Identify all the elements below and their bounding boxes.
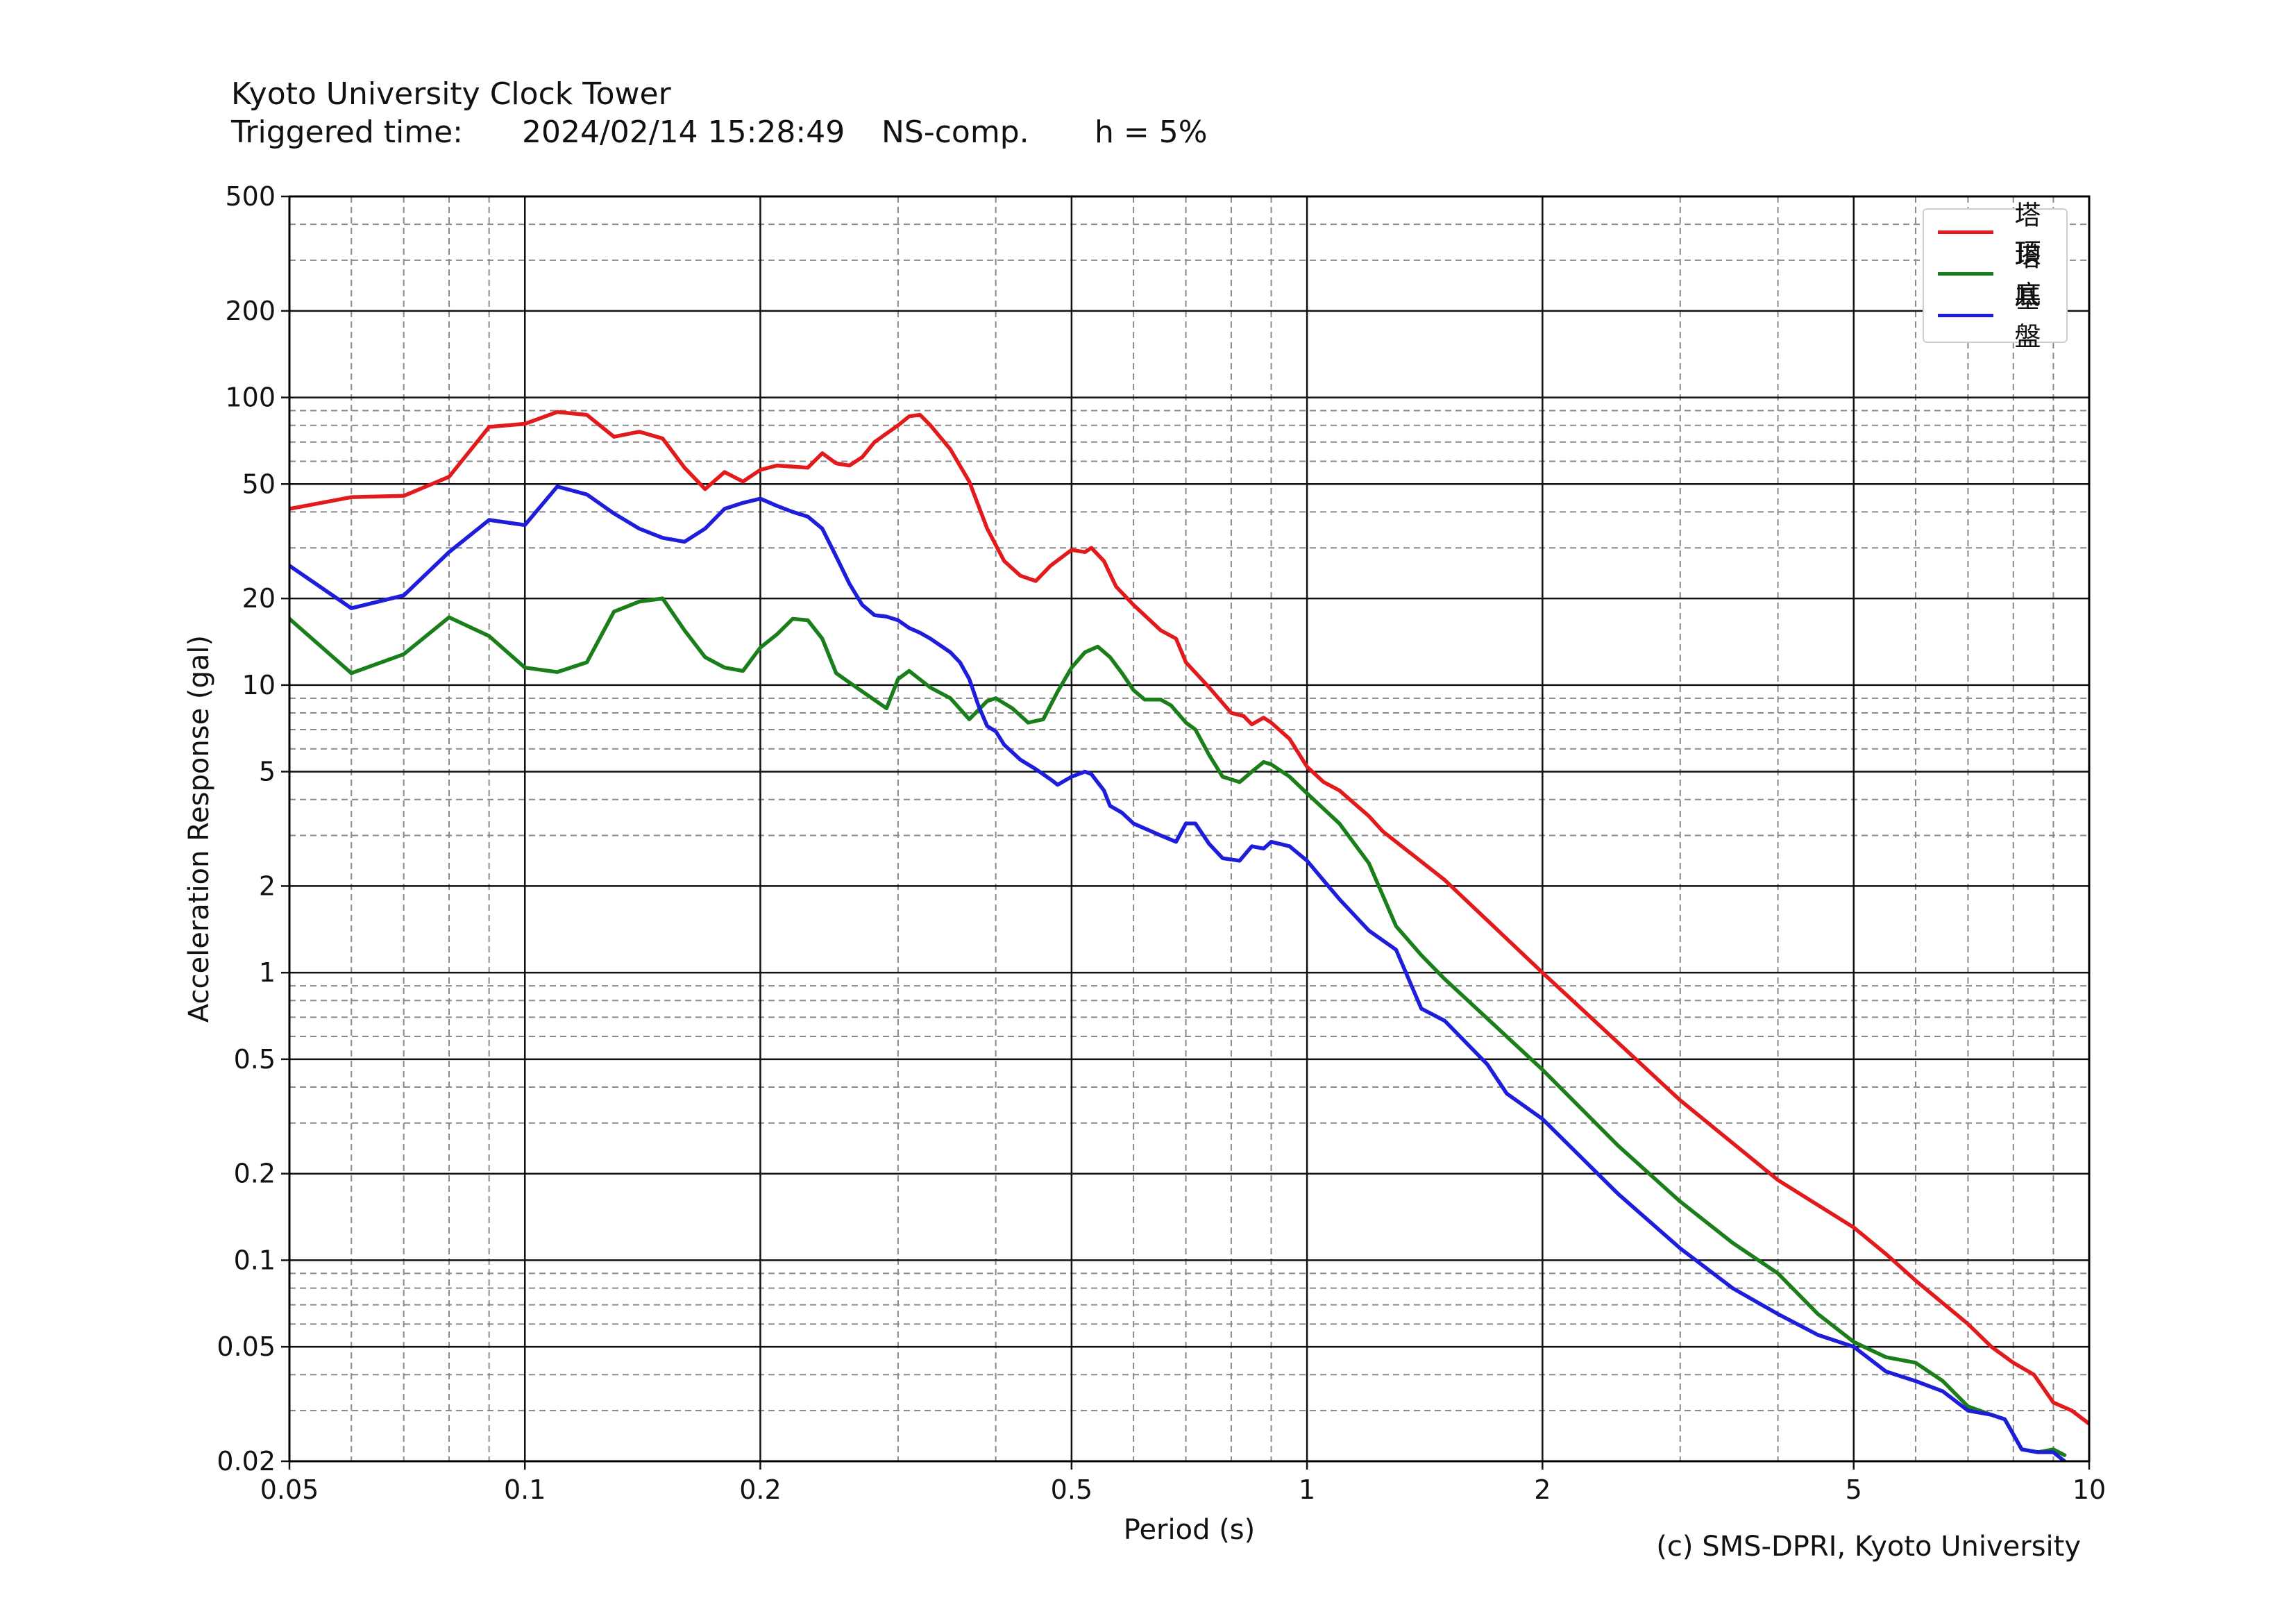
legend-label: 基盤 (2014, 283, 2041, 352)
x-tick-label: 1 (1299, 1474, 1315, 1505)
station-title: Kyoto University Clock Tower (231, 76, 671, 112)
y-tick-label: 0.05 (217, 1331, 276, 1362)
y-tick-label: 20 (242, 583, 276, 614)
y-tick-label: 500 (225, 181, 276, 212)
plot-frame (288, 195, 2091, 1463)
legend-swatch-blue (1938, 313, 1994, 317)
legend-item: 塔頂 (1938, 200, 2066, 269)
legend-item: 塔底 (1938, 242, 2066, 310)
x-tick-label: 0.1 (504, 1474, 546, 1505)
y-tick-label: 5 (259, 757, 276, 787)
x-tick-label: 0.05 (260, 1474, 319, 1505)
y-tick-label: 50 (242, 469, 276, 499)
y-tick-label: 100 (225, 382, 276, 413)
legend-swatch-green (1938, 271, 1994, 276)
component-label: NS-comp. (881, 115, 1029, 150)
y-tick-label: 200 (225, 296, 276, 326)
legend: 塔頂 塔底 基盤 (1923, 200, 2068, 352)
legend-label: 塔頂 (2014, 200, 2041, 269)
x-tick-label: 2 (1534, 1474, 1551, 1505)
damping-label: h = 5% (1095, 115, 1208, 150)
x-tick-label: 0.2 (739, 1474, 781, 1505)
series-line-0 (289, 410, 2089, 1426)
x-tick-label: 0.5 (1051, 1474, 1092, 1505)
y-axis-label: Acceleration Response (gal) (183, 635, 215, 1023)
y-tick-label: 2 (259, 871, 276, 901)
y-tick-label: 10 (242, 670, 276, 700)
y-tick-label: 0.1 (234, 1245, 276, 1275)
triggered-time: 2024/02/14 15:28:49 (522, 115, 845, 150)
x-tick-label: 5 (1846, 1474, 1862, 1505)
legend-label: 塔底 (2014, 242, 2041, 310)
y-tick-label: 0.5 (234, 1044, 276, 1075)
triggered-label: Triggered time: (231, 115, 463, 150)
y-tick-label: 1 (259, 957, 276, 988)
series-line-1 (289, 596, 2067, 1457)
y-tick-label: 0.2 (234, 1159, 276, 1189)
x-tick-label: 10 (2073, 1474, 2106, 1505)
series-line-2 (289, 485, 2067, 1461)
y-tick-label: 0.02 (217, 1446, 276, 1477)
x-axis-label: Period (s) (1124, 1514, 1256, 1546)
legend-swatch-red (1938, 230, 1994, 234)
credit-text: (c) SMS-DPRI, Kyoto University (1656, 1531, 2081, 1563)
legend-item: 基盤 (1938, 283, 2066, 352)
